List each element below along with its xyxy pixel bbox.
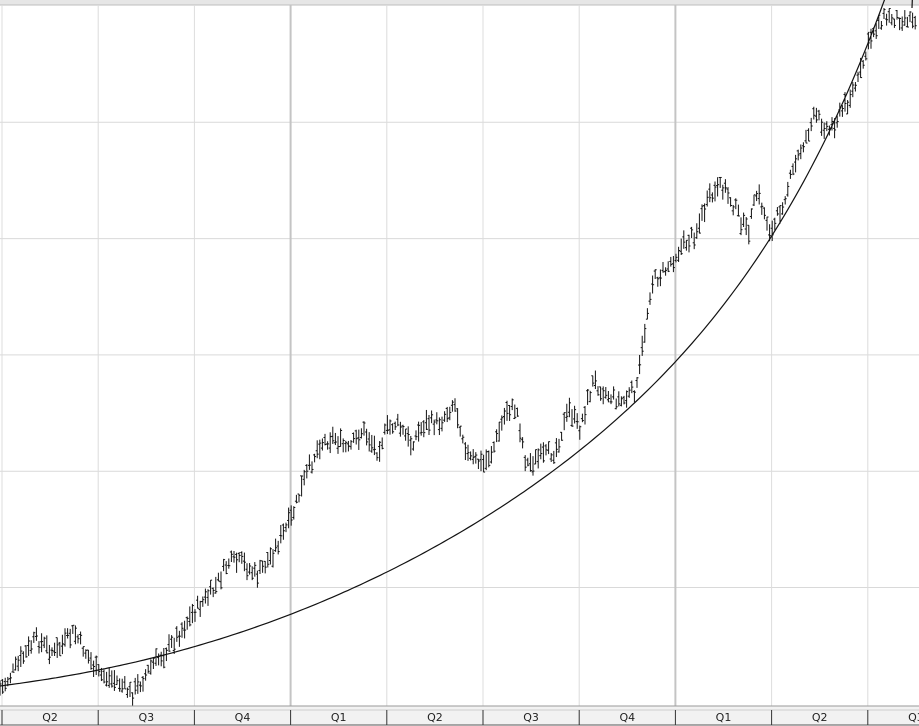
- x-tick-label: Q3: [138, 711, 154, 724]
- x-axis: Q2 Q3 Q4 Q1 Q2 Q3 Q4 Q1 Q2 Q3: [0, 705, 919, 726]
- x-tick-label: Q1: [331, 711, 347, 724]
- x-tick-label: Q2: [42, 711, 58, 724]
- grid-layer: [0, 0, 919, 706]
- price-bars-layer: [0, 7, 917, 708]
- trend-curve-layer: [0, 0, 913, 687]
- x-tick-label: Q1: [716, 711, 732, 724]
- axis-band: [0, 706, 919, 725]
- x-tick-label: Q3: [523, 711, 539, 724]
- x-tick-label: Q4: [235, 711, 251, 724]
- trend-curve: [0, 0, 913, 687]
- x-tick-label: Q2: [812, 711, 828, 724]
- x-tick-label: Q3: [908, 711, 919, 724]
- x-tick-label: Q4: [619, 711, 635, 724]
- top-border: [0, 0, 919, 5]
- x-tick-label: Q2: [427, 711, 443, 724]
